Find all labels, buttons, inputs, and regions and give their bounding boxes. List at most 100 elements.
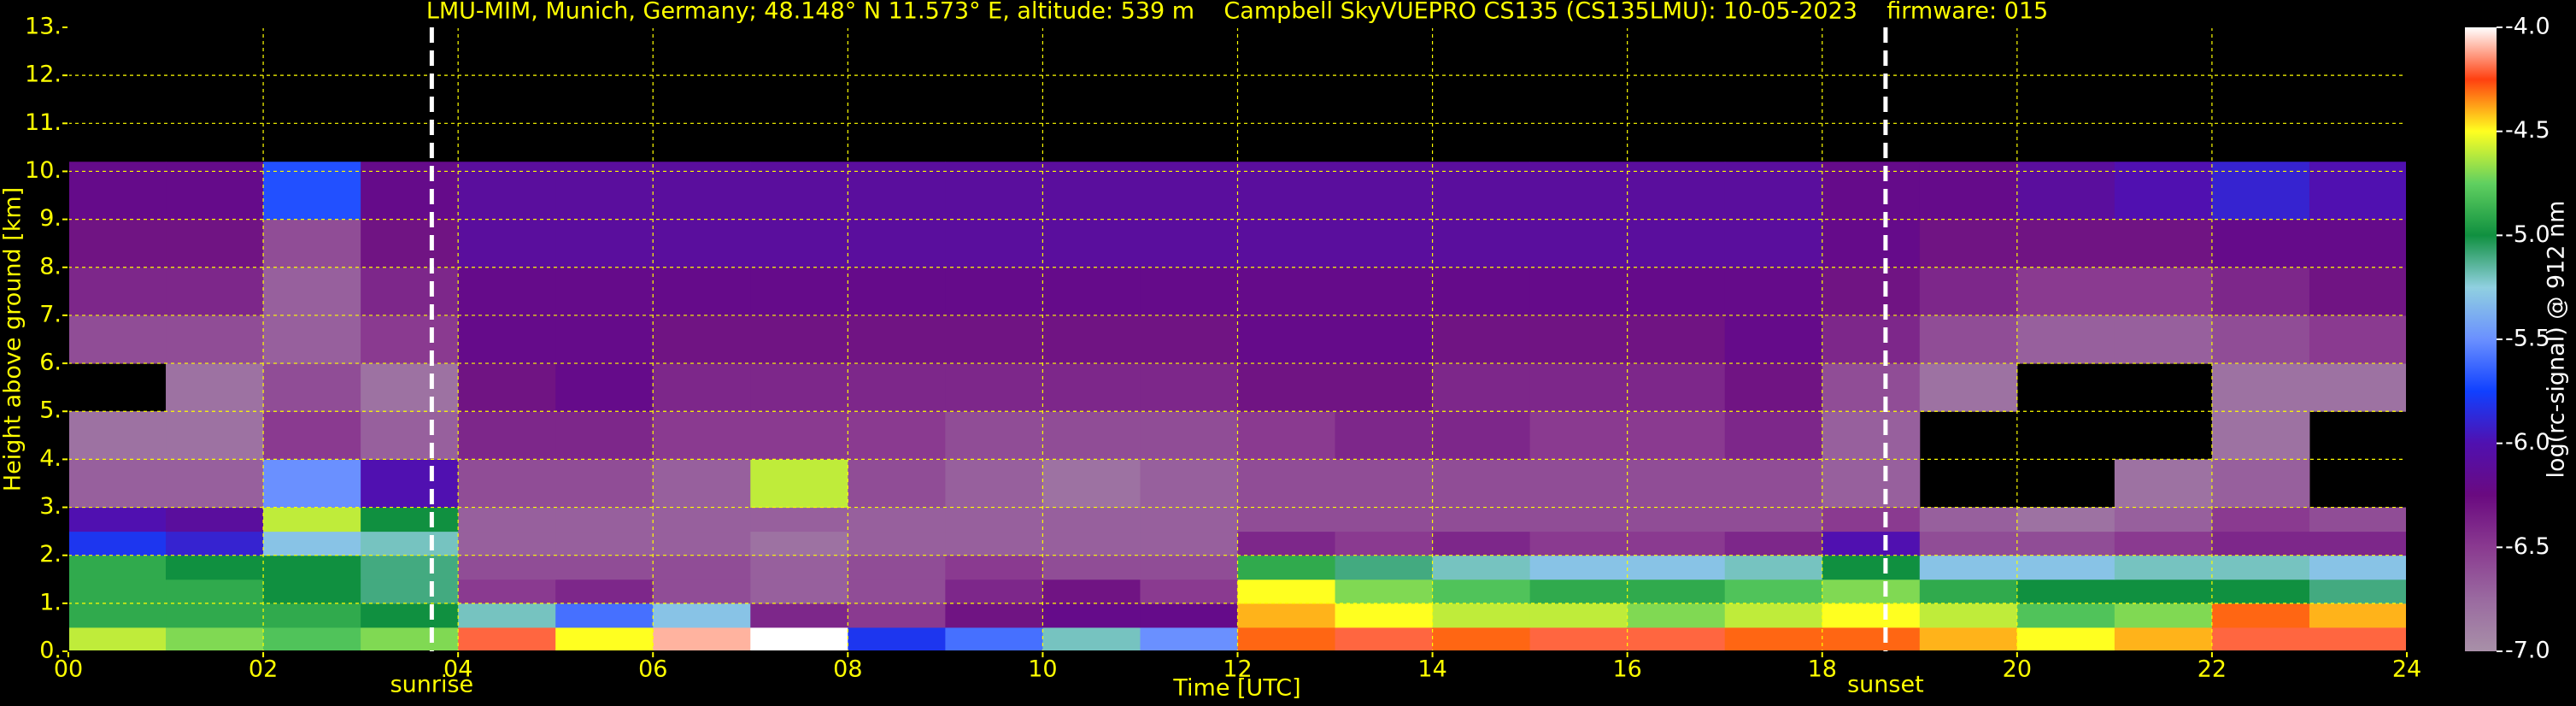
heatmap-cell <box>1237 555 1336 580</box>
heatmap-cell <box>1042 315 1141 364</box>
heatmap-cell <box>2211 459 2310 509</box>
heatmap-cell <box>555 555 654 580</box>
heatmap-cell <box>1822 315 1921 364</box>
heatmap-cell <box>458 531 556 556</box>
y-tick-label: 9. <box>39 205 62 232</box>
heatmap-cell <box>2309 162 2408 221</box>
heatmap-cell <box>1335 579 1434 604</box>
y-tick-label: 0. <box>39 638 62 664</box>
heatmap-cell <box>68 603 167 628</box>
y-tick-label: 3. <box>39 493 62 520</box>
heatmap-cell <box>1627 603 1726 628</box>
heatmap-cell <box>1822 411 1921 460</box>
heatmap-cell <box>2114 627 2213 652</box>
heatmap-cell <box>555 603 654 628</box>
heatmap-cell <box>1042 507 1141 532</box>
heatmap-cell <box>1140 555 1238 580</box>
heatmap-cell <box>1140 267 1238 316</box>
y-tick-label: 2. <box>39 541 62 568</box>
heatmap-cell <box>2016 315 2115 364</box>
heatmap-cell <box>1529 459 1628 509</box>
y-tick-label: 11. <box>25 109 62 136</box>
heatmap-cell <box>1822 531 1921 556</box>
heatmap-cell <box>263 363 361 412</box>
heatmap-cell <box>1432 531 1531 556</box>
heatmap-cell <box>1627 162 1726 221</box>
heatmap-cell <box>1432 267 1531 316</box>
heatmap-cell <box>68 555 167 580</box>
x-tick-label: 00 <box>54 656 83 683</box>
heatmap-cell <box>263 507 361 532</box>
heatmap-cell <box>1432 603 1531 628</box>
heatmap-cell <box>2309 579 2408 604</box>
heatmap-cell <box>555 579 654 604</box>
heatmap-cell <box>750 267 848 316</box>
heatmap-cell <box>1627 411 1726 460</box>
heatmap-cell <box>166 531 264 556</box>
heatmap-cell <box>68 267 167 316</box>
heatmap-cell <box>263 627 361 652</box>
heatmap-cell <box>458 459 556 509</box>
heatmap-cell <box>750 555 848 580</box>
heatmap-cell <box>361 411 459 460</box>
heatmap-cell <box>361 555 459 580</box>
heatmap-cell <box>1335 219 1434 268</box>
heatmap-cell <box>1042 363 1141 412</box>
y-tick-label: 6. <box>39 350 62 376</box>
heatmap-cell <box>653 363 751 412</box>
heatmap-cell <box>848 267 946 316</box>
heatmap-cell <box>848 363 946 412</box>
heatmap-cell <box>555 411 654 460</box>
heatmap-cell <box>1140 162 1238 221</box>
heatmap-cell <box>2309 531 2408 556</box>
heatmap-cell <box>2114 531 2213 556</box>
heatmap-cell <box>848 411 946 460</box>
colorbar-tick-label: -7.0 <box>2505 638 2550 664</box>
heatmap-cell <box>1724 531 1823 556</box>
heatmap-cell <box>361 507 459 532</box>
heatmap-cell <box>2114 603 2213 628</box>
heatmap-cell <box>653 267 751 316</box>
heatmap-cell <box>945 219 1043 268</box>
heatmap-cell <box>1529 507 1628 532</box>
heatmap-cell <box>2309 603 2408 628</box>
x-tick-label: 06 <box>638 656 667 683</box>
heatmap-cell <box>68 579 167 604</box>
heatmap-cell <box>750 315 848 364</box>
heatmap-cell <box>458 411 556 460</box>
heatmap-cell <box>750 219 848 268</box>
colorbar-tick-label: -4.0 <box>2505 14 2550 40</box>
heatmap-cell <box>848 555 946 580</box>
heatmap-cell <box>848 162 946 221</box>
heatmap-cell <box>1432 315 1531 364</box>
heatmap-cell <box>166 459 264 509</box>
heatmap-cell <box>750 459 848 509</box>
heatmap-cell <box>166 555 264 580</box>
heatmap-cell <box>2016 162 2115 221</box>
heatmap-cell <box>2309 267 2408 316</box>
heatmap-cell <box>263 219 361 268</box>
heatmap-cell <box>1724 162 1823 221</box>
heatmap-cell <box>653 531 751 556</box>
heatmap-cell <box>68 459 167 509</box>
y-tick-label: 8. <box>39 253 62 279</box>
heatmap-cell <box>848 579 946 604</box>
x-tick-label: 20 <box>2003 656 2032 683</box>
heatmap-cell <box>1335 363 1434 412</box>
heatmap-cell <box>945 459 1043 509</box>
heatmap-cell <box>1822 627 1921 652</box>
heatmap-cell <box>2309 507 2408 532</box>
heatmap-cell <box>1724 555 1823 580</box>
heatmap-cell <box>1140 507 1238 532</box>
heatmap-cell <box>1335 627 1434 652</box>
heatmap-cell <box>1042 555 1141 580</box>
x-tick-label: 04 <box>443 656 472 683</box>
heatmap-cell <box>1529 363 1628 412</box>
heatmap-cell <box>458 555 556 580</box>
heatmap-cell <box>1042 162 1141 221</box>
heatmap-cell <box>945 531 1043 556</box>
heatmap-cell <box>1822 267 1921 316</box>
heatmap-cell <box>1822 162 1921 221</box>
heatmap-cell <box>1237 267 1336 316</box>
heatmap-cell <box>1529 267 1628 316</box>
